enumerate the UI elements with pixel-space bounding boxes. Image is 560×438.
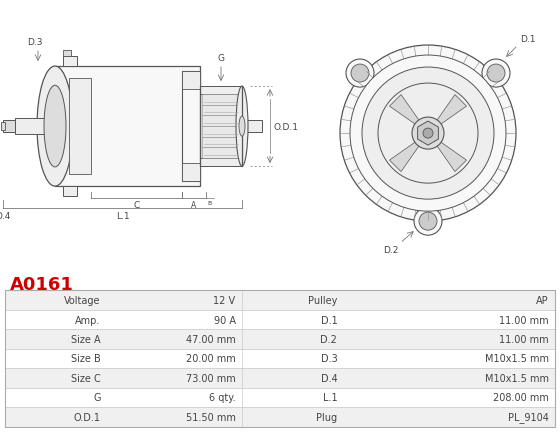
Text: L.1: L.1 (323, 392, 337, 403)
Text: Voltage: Voltage (64, 295, 101, 305)
Text: M10x1.5 mm: M10x1.5 mm (485, 353, 549, 364)
Text: Pulley: Pulley (308, 295, 337, 305)
Ellipse shape (44, 86, 66, 167)
Bar (63, 57, 77, 67)
Text: A: A (192, 201, 197, 210)
Circle shape (423, 129, 433, 139)
Polygon shape (390, 95, 421, 127)
Text: 73.00 mm: 73.00 mm (186, 373, 236, 383)
Circle shape (351, 65, 369, 83)
Bar (182, 164, 200, 182)
Text: 6 qty.: 6 qty. (209, 392, 236, 403)
Text: D.2: D.2 (320, 334, 337, 344)
Text: AP: AP (536, 295, 549, 305)
Circle shape (487, 65, 505, 83)
Bar (5, 291, 555, 310)
Text: M10x1.5 mm: M10x1.5 mm (485, 373, 549, 383)
Text: D.3: D.3 (27, 38, 43, 47)
Bar (5, 388, 555, 407)
Circle shape (346, 60, 374, 88)
Text: G: G (94, 392, 101, 403)
Circle shape (362, 68, 494, 200)
Circle shape (340, 46, 516, 222)
Text: D.3: D.3 (320, 353, 337, 364)
Circle shape (350, 56, 506, 212)
Text: 20.00 mm: 20.00 mm (186, 353, 236, 364)
Circle shape (414, 208, 442, 236)
Text: 11.00 mm: 11.00 mm (500, 334, 549, 344)
Text: L.1: L.1 (116, 212, 129, 221)
Text: C: C (133, 201, 139, 210)
Bar (63, 187, 77, 197)
Bar (182, 72, 200, 90)
Text: O.D.1: O.D.1 (274, 122, 299, 131)
Text: D.1: D.1 (320, 315, 337, 325)
Text: Amp.: Amp. (76, 315, 101, 325)
Bar (5, 310, 555, 329)
Text: G: G (217, 54, 225, 63)
Polygon shape (435, 141, 466, 172)
Text: D.4: D.4 (320, 373, 337, 383)
Circle shape (378, 84, 478, 184)
Bar (200, 159, 242, 167)
Bar (202, 138, 240, 148)
Bar (63, 51, 71, 57)
Bar (202, 127, 240, 138)
Bar (5, 349, 555, 368)
Text: Plug: Plug (316, 412, 337, 422)
Bar (5, 368, 555, 388)
Bar (5, 407, 555, 427)
Ellipse shape (236, 87, 248, 167)
Bar (202, 148, 240, 159)
Circle shape (482, 60, 510, 88)
Bar (200, 87, 242, 95)
Bar (1, 123, 5, 131)
Text: A0161: A0161 (10, 276, 74, 294)
Bar (202, 106, 240, 116)
Circle shape (412, 118, 444, 150)
Bar (69, 79, 91, 175)
Bar (182, 72, 200, 182)
Polygon shape (418, 122, 438, 146)
Ellipse shape (239, 117, 245, 137)
Text: Size A: Size A (71, 334, 101, 344)
Ellipse shape (37, 67, 73, 187)
Polygon shape (390, 141, 421, 172)
Text: 90 A: 90 A (213, 315, 236, 325)
Polygon shape (435, 95, 466, 127)
Bar (202, 116, 240, 127)
Text: B: B (208, 201, 212, 206)
Bar (242, 121, 262, 133)
Text: 208.00 mm: 208.00 mm (493, 392, 549, 403)
Text: D.1: D.1 (520, 35, 535, 44)
Text: Size B: Size B (71, 353, 101, 364)
Text: D.4: D.4 (0, 212, 11, 221)
Text: 12 V: 12 V (213, 295, 236, 305)
Bar (55, 67, 200, 187)
Bar (202, 95, 240, 106)
Bar (15, 119, 55, 135)
Bar (3, 121, 15, 133)
Text: O.D.1: O.D.1 (74, 412, 101, 422)
Bar (5, 291, 555, 427)
Text: 47.00 mm: 47.00 mm (186, 334, 236, 344)
Text: 51.50 mm: 51.50 mm (185, 412, 236, 422)
Bar (5, 329, 555, 349)
Text: Size C: Size C (71, 373, 101, 383)
Text: PL_9104: PL_9104 (508, 411, 549, 422)
Text: 11.00 mm: 11.00 mm (500, 315, 549, 325)
Circle shape (419, 213, 437, 231)
Text: D.2: D.2 (382, 246, 398, 254)
